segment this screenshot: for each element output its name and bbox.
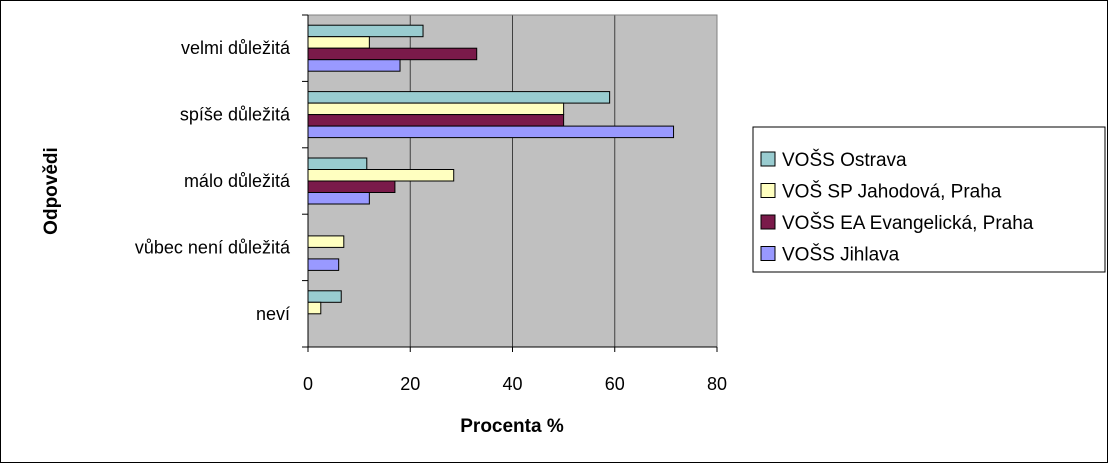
- bar: [307, 59, 401, 72]
- legend-label: VOŠ SP Jahodová, Praha: [782, 181, 1002, 203]
- bar: [307, 114, 565, 127]
- bar: [307, 125, 675, 139]
- x-axis-title: Procenta %: [460, 416, 564, 437]
- y-category-label: málo důležitá: [184, 171, 291, 191]
- x-tick-label: 20: [400, 374, 420, 394]
- legend-label: VOŠS EA Evangelická, Praha: [782, 212, 1034, 234]
- bar: [307, 290, 342, 303]
- bar: [307, 36, 370, 49]
- y-axis-title: Odpovědi: [41, 147, 62, 235]
- legend: VOŠS Ostrava VOŠ SP Jahodová, Praha VOŠS E…: [752, 126, 1106, 273]
- legend-swatch: [760, 183, 776, 198]
- legend-swatch: [760, 214, 776, 230]
- legend-label: VOŠS Ostrava: [782, 149, 907, 171]
- legend-box: [752, 126, 1106, 273]
- y-category-label: vůbec není důležitá: [135, 237, 291, 257]
- legend-swatch: [760, 246, 776, 261]
- bar: [307, 47, 478, 61]
- bar: [307, 169, 455, 182]
- bars: [307, 24, 675, 315]
- axes: 0 20 40 60 80 velmi důležitá spíše důležitá mál…: [135, 14, 727, 394]
- bar: [307, 91, 611, 104]
- y-category-label: velmi důležitá: [181, 38, 291, 58]
- y-category-label: spíše důležitá: [180, 105, 291, 125]
- y-category-label: neví: [256, 304, 290, 324]
- x-tick-label: 80: [707, 374, 727, 394]
- bar: [307, 301, 322, 315]
- legend-label: VOŠS Jihlava: [782, 244, 900, 266]
- legend-swatch: [760, 151, 776, 167]
- x-tick-label: 40: [502, 374, 522, 394]
- x-tick-label: 0: [303, 374, 313, 394]
- bar: [307, 258, 340, 271]
- bar: [307, 102, 565, 116]
- bar: [307, 180, 396, 193]
- bar: [307, 157, 368, 170]
- bar: [307, 24, 424, 38]
- bar: [307, 192, 370, 205]
- x-tick-label: 60: [605, 374, 625, 394]
- bar: [307, 235, 345, 248]
